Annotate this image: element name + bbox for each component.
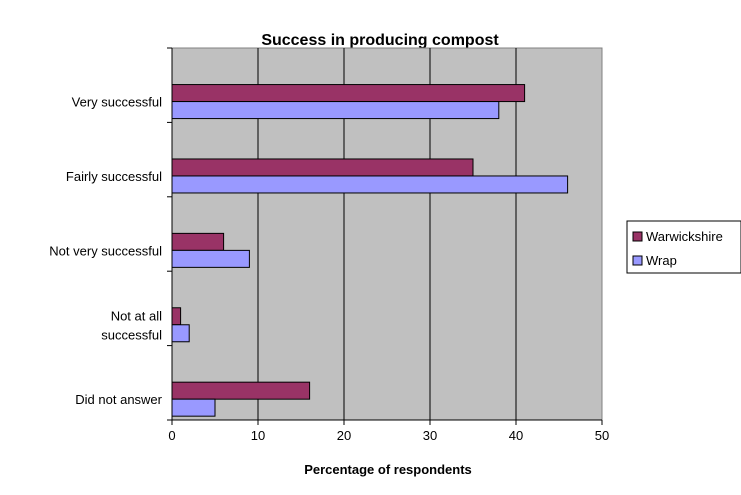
x-tick-label: 0 bbox=[168, 428, 175, 443]
bar-warwickshire bbox=[171, 232, 225, 251]
x-tick-label: 50 bbox=[595, 428, 609, 443]
x-tick-label: 20 bbox=[337, 428, 351, 443]
bar-warwickshire bbox=[171, 381, 311, 400]
legend-label: Warwickshire bbox=[646, 229, 723, 244]
bar-warwickshire bbox=[171, 307, 182, 326]
category-label-line: Did not answer bbox=[75, 392, 162, 407]
category-label: Fairly successful bbox=[66, 169, 162, 184]
legend-swatch bbox=[632, 255, 643, 266]
category-label-line: Fairly successful bbox=[66, 169, 162, 184]
bar-wrap bbox=[171, 249, 250, 268]
bar-warwickshire bbox=[171, 84, 526, 103]
bar-wrap bbox=[171, 324, 190, 343]
legend-box bbox=[626, 220, 741, 274]
category-label-line: Not at all bbox=[111, 308, 162, 323]
category-label: Did not answer bbox=[75, 392, 162, 407]
category-label: Very successful bbox=[72, 95, 162, 110]
chart-title: Success in producing compost bbox=[261, 32, 499, 49]
category-label-line: Very successful bbox=[72, 95, 162, 110]
bar-warwickshire bbox=[171, 158, 474, 177]
bar-wrap bbox=[171, 398, 216, 417]
bar-wrap bbox=[171, 175, 569, 194]
x-tick-label: 30 bbox=[423, 428, 437, 443]
category-label-line: Not very successful bbox=[49, 243, 162, 258]
x-tick-label: 40 bbox=[509, 428, 523, 443]
legend: Warwickshire Wrap bbox=[626, 220, 741, 274]
category-label: Not at all successful bbox=[101, 308, 162, 342]
x-axis-label: Percentage of respondents bbox=[304, 462, 472, 477]
legend-label: Wrap bbox=[646, 253, 677, 268]
category-label: Not very successful bbox=[49, 243, 162, 258]
category-label-line: successful bbox=[101, 327, 162, 342]
bar-wrap bbox=[171, 101, 500, 120]
legend-swatch bbox=[632, 231, 643, 242]
x-tick-label: 10 bbox=[251, 428, 265, 443]
